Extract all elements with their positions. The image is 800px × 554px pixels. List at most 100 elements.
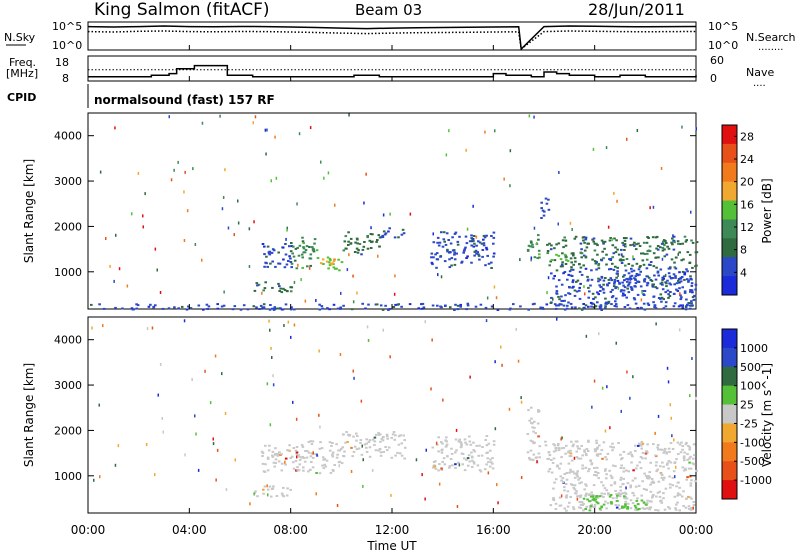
speckle-14 xyxy=(382,328,384,332)
scatter-cell-9-7 xyxy=(638,245,642,247)
scatter-cell-5-7 xyxy=(533,426,536,429)
scatter-cell-3-27 xyxy=(343,450,346,453)
scatter-cell-6-78 xyxy=(544,440,547,443)
scatter-cell-7-223 xyxy=(565,478,569,481)
scatter-cell-6-22 xyxy=(644,457,647,460)
scatter-cell-9-182 xyxy=(597,267,601,270)
scatter-cell-6-2 xyxy=(686,453,689,456)
scatter-cell-8-9 xyxy=(530,241,533,244)
scatter-cell-7-207 xyxy=(585,505,588,508)
scatter-cell-7-150 xyxy=(674,508,678,511)
scatter-cell-7-76 xyxy=(641,507,645,510)
speckle-92 xyxy=(91,326,93,330)
scatter-cell-14-65 xyxy=(242,304,246,307)
scatter-cell-2-51 xyxy=(295,446,299,448)
scatter-cell-14-43 xyxy=(220,305,224,308)
scatter-cell-5-2 xyxy=(528,419,531,422)
speckle-66 xyxy=(194,414,196,418)
speckle-62 xyxy=(655,322,657,326)
scatter-cell-3-10 xyxy=(334,267,337,270)
scatter-cell-14-13 xyxy=(279,307,282,310)
scatter-cell-9-214 xyxy=(569,257,573,260)
scatter-cell-14-169 xyxy=(421,302,425,305)
scatter-cell-14-165 xyxy=(563,308,567,311)
scatter-cell-7-86 xyxy=(432,241,436,244)
speckle-111 xyxy=(215,478,217,482)
scatter-cell-14-154 xyxy=(628,307,632,310)
y-tick-label-0: 1000 xyxy=(54,266,82,279)
scatter-cell-4-81 xyxy=(485,452,488,454)
scatter-cell-4-49 xyxy=(442,457,446,460)
scatter-cell-6-107 xyxy=(576,470,579,473)
speckle-84 xyxy=(533,115,535,119)
scatter-cell-12-11 xyxy=(645,284,649,287)
speckle-97 xyxy=(338,464,340,468)
speckle-56 xyxy=(494,427,497,431)
scatter-cell-7-78 xyxy=(460,260,464,263)
scatter-cell-7-209 xyxy=(622,477,625,480)
scatter-cell-2-33 xyxy=(320,447,324,450)
scatter-cell-14-28 xyxy=(653,304,657,307)
scatter-cell-5-3 xyxy=(363,241,366,243)
scatter-cell-11-25 xyxy=(675,282,679,285)
scatter-cell-5-17 xyxy=(533,420,536,423)
scatter-cell-6-84 xyxy=(602,441,606,444)
scatter-cell-7-137 xyxy=(579,494,583,497)
scatter-cell-3-30 xyxy=(393,438,396,441)
scatter-cell-4-66 xyxy=(471,459,474,462)
scatter-cell-7-74 xyxy=(435,252,439,255)
scatter-cell-1-2 xyxy=(283,289,287,291)
scatter-cell-11-103 xyxy=(638,273,641,276)
scatter-cell-5-29 xyxy=(530,458,534,461)
scatter-cell-11-253 xyxy=(654,278,658,281)
speckle-130 xyxy=(484,130,486,134)
scatter-cell-9-78 xyxy=(584,256,588,259)
scatter-cell-9-121 xyxy=(666,245,669,248)
colorbar-tick-label-1: 500 xyxy=(740,361,761,374)
scatter-cell-8-5 xyxy=(538,256,541,259)
scatter-cell-6-0 xyxy=(388,227,391,230)
scatter-cell-4-91 xyxy=(467,454,471,457)
scatter-cell-3-4 xyxy=(328,257,332,260)
scatter-cell-14-113 xyxy=(328,308,331,311)
scatter-cell-14-98 xyxy=(379,304,383,307)
speckle-1 xyxy=(296,202,298,206)
scatter-cell-8-20 xyxy=(640,499,644,502)
speckle-95 xyxy=(629,277,632,281)
scatter-cell-11-199 xyxy=(580,273,584,276)
scatter-cell-3-14 xyxy=(338,269,341,272)
scatter-cell-6-123 xyxy=(587,440,590,443)
scatter-cell-9-209 xyxy=(579,251,583,254)
scatter-cell-3-46 xyxy=(403,446,407,449)
scatter-cell-4-58 xyxy=(492,440,496,443)
scatter-cell-14-40 xyxy=(387,309,390,311)
scatter-cell-6-99 xyxy=(560,447,563,450)
scatter-cell-1-3 xyxy=(278,290,281,292)
colorbar-swatch-4 xyxy=(722,200,737,220)
scatter-cell-9-216 xyxy=(688,253,692,256)
scatter-cell-11-96 xyxy=(611,295,615,298)
scatter-cell-1-0 xyxy=(279,287,282,290)
scatter-cell-2-26 xyxy=(304,249,308,251)
scatter-cell-7-101 xyxy=(558,496,562,499)
scatter-cell-7-30 xyxy=(448,258,451,261)
scatter-cell-5-6 xyxy=(531,459,535,462)
speckle-138 xyxy=(409,212,412,216)
scatter-cell-11-123 xyxy=(668,295,672,297)
scatter-cell-4-63 xyxy=(448,465,452,468)
scatter-cell-14-136 xyxy=(289,308,293,311)
scatter-cell-8-8 xyxy=(637,503,640,506)
scatter-cell-14-172 xyxy=(318,303,321,306)
scatter-cell-7-154 xyxy=(640,494,643,497)
scatter-cell-9-123 xyxy=(671,237,674,240)
scatter-cell-7-61 xyxy=(592,484,596,487)
scatter-cell-7-20 xyxy=(482,244,486,247)
scatter-cell-14-25 xyxy=(350,308,354,311)
scatter-cell-4-97 xyxy=(440,467,443,470)
scatter-cell-2-54 xyxy=(335,443,338,446)
scatter-cell-7-98 xyxy=(561,477,565,480)
scatter-cell-7-189 xyxy=(615,493,618,496)
scatter-cell-9-17 xyxy=(638,266,642,269)
scatter-cell-7-6 xyxy=(485,234,488,237)
scatter-cell-9-82 xyxy=(594,262,598,265)
